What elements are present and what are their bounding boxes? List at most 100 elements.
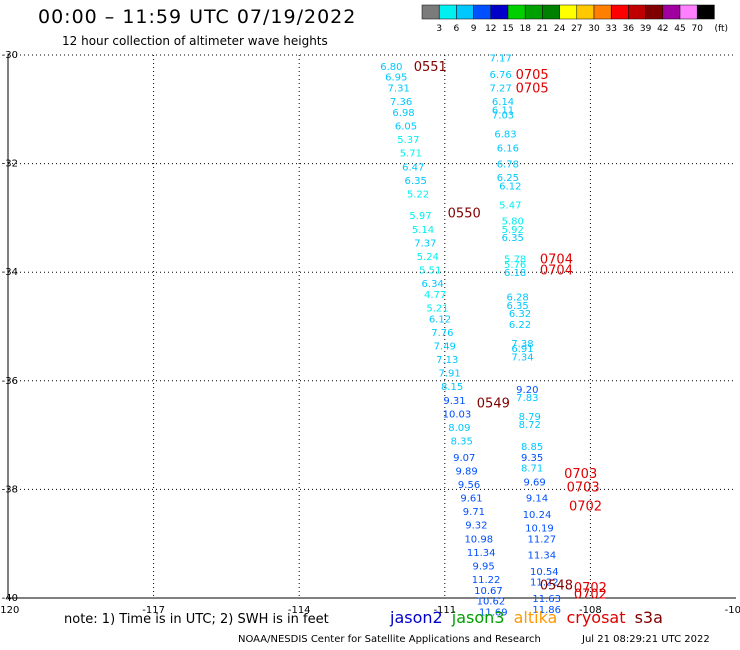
wave-height-point: 10.62 (477, 597, 506, 608)
wave-height-point: 6.35 (405, 176, 427, 187)
wave-height-point: 6.47 (402, 162, 424, 173)
colorbar-label: 30 (588, 24, 600, 34)
wave-height-point: 8.71 (521, 464, 543, 475)
wave-height-point: 9.35 (521, 453, 543, 464)
colorbar-label: 27 (571, 24, 582, 34)
chart-title: 00:00 – 11:59 UTC 07/19/2022 (38, 6, 357, 28)
wave-height-point: 10.03 (443, 409, 472, 420)
time-label: 0550 (448, 206, 481, 221)
wave-height-point: 6.35 (506, 301, 528, 312)
wave-height-point: 6.22 (509, 320, 531, 331)
wave-height-point: 5.71 (400, 149, 422, 160)
wave-height-point: 8.85 (521, 442, 543, 453)
y-tick-label: -38 (2, 484, 18, 495)
wave-height-point: 9.71 (463, 507, 485, 518)
wave-height-point: 6.12 (499, 181, 521, 192)
wave-height-point: 6.12 (429, 314, 451, 325)
wave-height-point: 7.27 (489, 84, 511, 95)
wave-height-point: 4.77 (424, 290, 446, 301)
wave-height-point: 7.49 (434, 342, 456, 353)
x-tick-label: -111 (433, 605, 456, 616)
colorbar-label: 42 (657, 24, 668, 34)
wave-height-point: 7.38 (511, 339, 533, 350)
wave-height-point: 7.31 (388, 84, 410, 95)
wave-height-point: 5.24 (417, 252, 439, 263)
wave-height-point: 10.67 (474, 586, 503, 597)
time-label: 0704 (540, 253, 573, 268)
colorbar-label: 9 (471, 24, 477, 34)
wave-height-point: 5.80 (502, 217, 524, 228)
wave-height-point: 7.76 (431, 328, 453, 339)
wave-height-point: 9.31 (443, 396, 465, 407)
wave-height-point: 8.72 (519, 420, 541, 431)
wave-height-point: 10.54 (530, 567, 559, 578)
wave-height-point: 5.92 (502, 225, 524, 236)
wave-height-point: 5.37 (397, 135, 419, 146)
x-tick-label: -108 (579, 605, 602, 616)
wave-height-point: 6.80 (380, 62, 402, 73)
wave-height-point: 5.21 (426, 303, 448, 314)
colorbar-label: 36 (623, 24, 635, 34)
wave-height-point: 6.05 (395, 122, 417, 133)
wave-height-point: 7.13 (436, 355, 458, 366)
wave-height-point: 5.51 (419, 265, 441, 276)
x-tick-label: -114 (288, 605, 311, 616)
wave-height-point: 6.28 (506, 293, 528, 304)
wave-height-point: 5.97 (409, 211, 431, 222)
legend-item-cryosat: cryosat (566, 608, 626, 627)
wave-height-point: 11.69 (479, 608, 508, 619)
wave-height-point: 11.63 (532, 594, 561, 605)
colorbar-label: 45 (674, 24, 685, 34)
y-tick-label: -34 (2, 267, 18, 278)
wave-height-point: 11.34 (528, 551, 557, 562)
wave-height-point: 6.98 (392, 108, 414, 119)
wave-height-point: 5.47 (499, 200, 521, 211)
colorbar-label: 39 (640, 24, 652, 34)
x-tick-label: -105 (725, 605, 740, 616)
legend-item-altika: altika (513, 608, 558, 627)
colorbar-swatch (696, 4, 715, 20)
y-tick-label: -30 (2, 50, 18, 61)
legend-item-s3a: s3a (634, 608, 663, 627)
wave-height-point: 6.91 (511, 344, 533, 355)
wave-height-point: 10.24 (523, 510, 552, 521)
wave-height-point: 5.22 (407, 189, 429, 200)
wave-height-point: 7.83 (516, 393, 538, 404)
chart-subtitle: 12 hour collection of altimeter wave hei… (62, 34, 328, 48)
colorbar-unit: (ft) (714, 24, 728, 34)
wave-height-point: 8.35 (451, 437, 473, 448)
wave-height-point: 7.91 (439, 369, 461, 380)
wave-height-point: 11.86 (532, 605, 561, 616)
colorbar-label: 21 (537, 24, 548, 34)
x-tick-label: -120 (0, 605, 19, 616)
wave-height-point: 6.83 (494, 130, 516, 141)
x-tick-label: -117 (142, 605, 165, 616)
wave-height-point: 8.15 (441, 382, 463, 393)
colorbar-label: 12 (485, 24, 496, 34)
wave-height-point: 6.11 (492, 105, 514, 116)
colorbar: 3 6 9 12 15 18 21 24 27 30 33 36 39 42 45 70 (ft) (421, 4, 728, 34)
wave-height-point: 9.20 (516, 385, 538, 396)
wave-height-point: 5.76 (504, 260, 526, 271)
wave-height-point: 6.78 (497, 160, 519, 171)
wave-height-point: 7.34 (511, 352, 533, 363)
wave-height-point: 9.56 (458, 480, 480, 491)
y-tick-label: -36 (2, 376, 18, 387)
wave-height-point: 7.36 (390, 97, 412, 108)
wave-height-point: 6.25 (497, 173, 519, 184)
wave-height-point: 5.78 (504, 255, 526, 266)
wave-height-point: 7.37 (414, 238, 436, 249)
note-text: note: 1) Time is in UTC; 2) SWH is in fe… (64, 612, 329, 627)
colorbar-label: 15 (502, 24, 513, 34)
wave-height-point: 9.69 (523, 477, 545, 488)
timestamp-text: Jul 21 08:29:21 UTC 2022 (582, 634, 710, 645)
wave-height-point: 9.32 (465, 521, 487, 532)
wave-height-point: 7.03 (492, 111, 514, 122)
wave-height-point: 9.89 (456, 466, 478, 477)
time-label: 0702 (574, 581, 607, 596)
wave-height-point: 6.14 (492, 97, 514, 108)
wave-height-point: 6.34 (422, 279, 444, 290)
wave-height-point: 7.17 (489, 54, 511, 65)
wave-height-point: 11.34 (467, 548, 496, 559)
